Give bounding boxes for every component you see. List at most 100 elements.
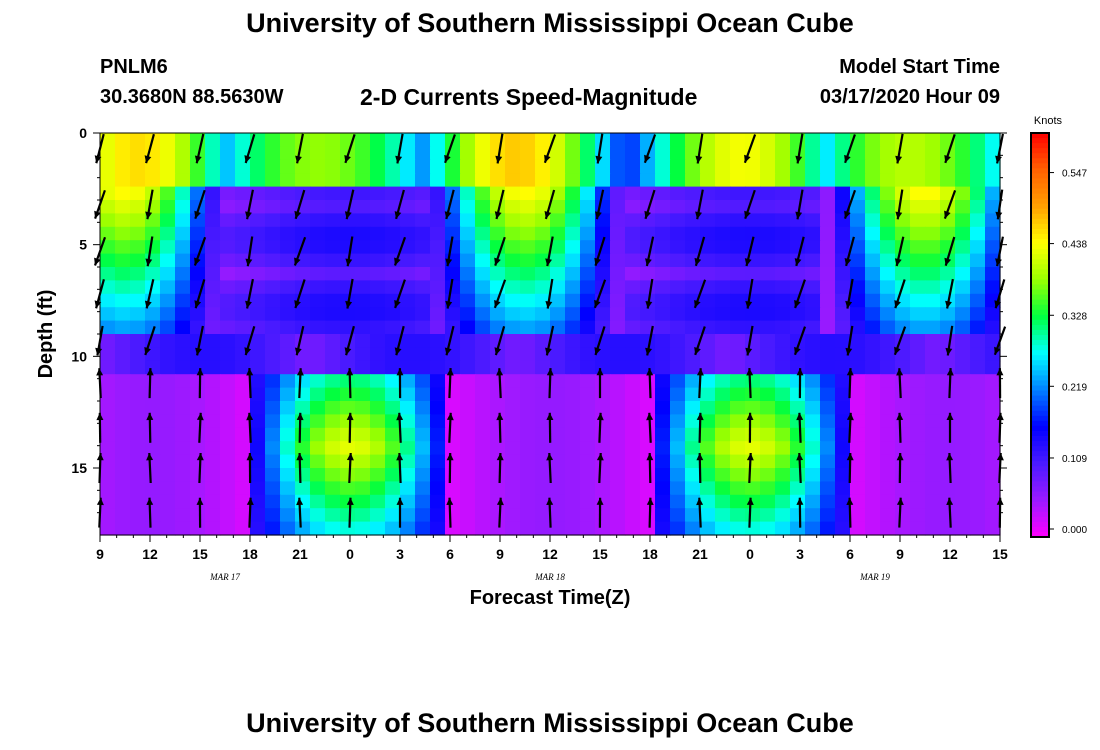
heatmap-cell: [550, 267, 566, 281]
heatmap-cell: [100, 441, 116, 456]
date-label: MAR 17: [209, 572, 240, 582]
heatmap-cell: [250, 468, 266, 482]
heatmap-cell: [370, 441, 386, 456]
heatmap-cell: [715, 307, 731, 322]
heatmap-cell: [265, 414, 281, 429]
colorbar-cell: [1031, 279, 1049, 286]
heatmap-cell: [850, 468, 866, 482]
colorbar-cell: [1031, 531, 1049, 538]
current-arrowhead: [344, 211, 352, 220]
current-arrowhead: [194, 300, 202, 309]
colorbar-tick-label: 0.547: [1062, 169, 1087, 180]
heatmap-cell: [490, 401, 506, 415]
heatmap-cell: [670, 508, 686, 523]
heatmap-cell: [985, 387, 1001, 402]
colorbar-cell: [1031, 274, 1049, 281]
current-arrowhead: [294, 300, 301, 309]
heatmap-cell: [445, 414, 461, 429]
heatmap-cell: [175, 374, 191, 389]
heatmap-cell: [835, 133, 851, 147]
heatmap-cell: [730, 401, 746, 415]
heatmap-cell: [280, 454, 296, 469]
heatmap-cell: [970, 374, 986, 389]
heatmap-cell: [160, 334, 176, 348]
heatmap-cell: [385, 427, 401, 442]
current-arrowhead: [796, 368, 804, 376]
heatmap-cell: [340, 401, 356, 415]
heatmap-cell: [280, 213, 296, 228]
heatmap-cell: [880, 159, 896, 174]
current-arrowhead: [946, 453, 954, 461]
heatmap-cell: [865, 213, 881, 228]
heatmap-cell: [415, 159, 431, 174]
heatmap-cell: [925, 159, 941, 174]
heatmap-cell: [985, 441, 1001, 456]
current-arrowhead: [196, 453, 204, 461]
current-arrowhead: [596, 453, 604, 461]
heatmap-cell: [145, 159, 161, 174]
heatmap-cell: [610, 427, 626, 442]
heatmap-cell: [175, 360, 191, 375]
heatmap-cell: [340, 508, 356, 523]
current-arrowhead: [744, 258, 752, 266]
heatmap-cell: [445, 226, 461, 241]
heatmap-cell: [745, 521, 761, 536]
heatmap-cell: [700, 387, 716, 402]
heatmap-cell: [415, 468, 431, 482]
heatmap-cell: [565, 347, 581, 362]
heatmap-cell: [580, 320, 596, 335]
heatmap-cell: [475, 240, 491, 255]
heatmap-cell: [670, 454, 686, 469]
heatmap-cell: [775, 401, 791, 415]
heatmap-cell: [610, 173, 626, 188]
current-arrowhead: [696, 453, 704, 461]
heatmap-cell: [940, 320, 956, 335]
current-arrowhead: [146, 368, 154, 376]
colorbar-cell: [1031, 319, 1049, 326]
heatmap-cell: [520, 146, 536, 161]
heatmap-cell: [550, 159, 566, 174]
heatmap-cell: [325, 360, 341, 375]
current-arrowhead: [795, 211, 803, 220]
current-arrowhead: [894, 300, 901, 309]
heatmap-cell: [520, 454, 536, 469]
heatmap-cell: [655, 334, 671, 348]
heatmap-cell: [970, 508, 986, 523]
heatmap-cell: [715, 468, 731, 482]
heatmap-cell: [985, 240, 1001, 255]
heatmap-cell: [685, 280, 701, 295]
heatmap-cell: [160, 427, 176, 442]
heatmap-cell: [715, 240, 731, 255]
heatmap-cell: [775, 521, 791, 536]
station-id: PNLM6: [100, 56, 168, 78]
heatmap-cell: [115, 186, 131, 201]
heatmap-cell: [640, 481, 656, 496]
heatmap-cell: [865, 494, 881, 509]
colorbar-cell: [1031, 148, 1049, 154]
heatmap-cell: [595, 320, 611, 335]
heatmap-cell: [280, 186, 296, 201]
current-arrowhead: [196, 368, 204, 376]
heatmap-cell: [460, 307, 476, 322]
current-arrowhead: [945, 300, 952, 309]
heatmap-cell: [250, 521, 266, 536]
heatmap-cell: [820, 307, 836, 322]
heatmap-cell: [175, 307, 191, 322]
heatmap-cell: [805, 494, 821, 509]
heatmap-cell: [745, 173, 761, 188]
heatmap-cell: [595, 240, 611, 255]
heatmap-cell: [940, 226, 956, 241]
heatmap-cell: [985, 401, 1001, 415]
heatmap-cell: [220, 481, 236, 496]
heatmap-cell: [265, 360, 281, 375]
heatmap-cell: [325, 441, 341, 456]
heatmap-cell: [535, 240, 551, 255]
heatmap-cell: [505, 387, 521, 402]
heatmap-cell: [925, 186, 941, 201]
heatmap-cell: [700, 159, 716, 174]
heatmap-cell: [250, 441, 266, 456]
heatmap-cell: [670, 133, 686, 147]
heatmap-cell: [385, 387, 401, 402]
x-tick-label: 15: [192, 546, 208, 562]
heatmap-cell: [565, 200, 581, 214]
